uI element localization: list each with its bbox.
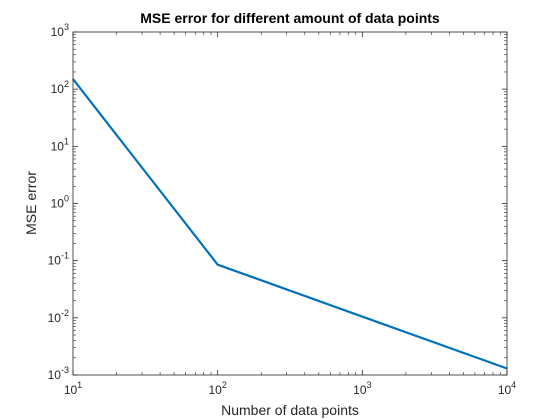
series-line: [72, 78, 508, 370]
y-tick-label: 10-1: [48, 251, 69, 268]
plot-area-frame: [72, 31, 508, 376]
plot-area-background: [73, 32, 507, 375]
x-tick-labels: 101 102 103 104: [64, 380, 516, 397]
y-tick-label: 10-2: [48, 308, 69, 325]
y-tick-label: 103: [51, 22, 69, 39]
y-tick-labels: 10-3 10-2 10-1 100 101 102 103: [48, 22, 69, 382]
y-tick-label: 10-3: [48, 365, 69, 382]
x-axis-label: Number of data points: [221, 402, 359, 418]
y-tick-label: 102: [51, 79, 69, 96]
x-tick-label: 101: [64, 380, 82, 397]
chart-title: MSE error for different amount of data p…: [140, 10, 440, 26]
ticks: [72, 31, 508, 376]
y-tick-label: 101: [51, 136, 69, 153]
series-lines: [72, 78, 508, 370]
x-tick-label: 104: [498, 380, 516, 397]
y-tick-label: 100: [51, 194, 69, 211]
x-tick-label: 102: [208, 380, 226, 397]
x-tick-label: 103: [353, 380, 371, 397]
y-axis-label: MSE error: [23, 171, 39, 235]
